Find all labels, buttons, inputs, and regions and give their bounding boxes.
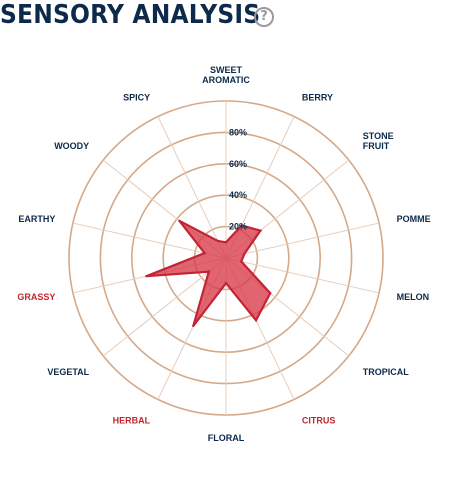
radar-axis-labels: SWEET AROMATIC BERRY STONE FRUIT POMME MELON TR…	[17, 65, 430, 443]
data-point-stone-fruit	[259, 229, 262, 232]
data-point-grassy	[145, 275, 148, 278]
page-title: SENSORY ANALYSIS	[0, 0, 261, 30]
axis-label-herbal: HERBAL	[113, 416, 151, 426]
axis-label-berry: BERRY	[302, 92, 333, 102]
axis-label-grassy: GRASSY	[17, 292, 55, 302]
axis-label-earthy: EARTHY	[18, 214, 55, 224]
axis-label-vegetal: VEGETAL	[47, 367, 89, 377]
axis-label-citrus: CITRUS	[302, 416, 336, 426]
tick-label-40: 40%	[229, 190, 247, 200]
series-area	[145, 219, 272, 327]
spoke	[72, 222, 227, 259]
spoke	[157, 116, 227, 259]
axis-label-tropical: TROPICAL	[363, 367, 410, 377]
axis-label-stone-fruit: STONE FRUIT	[363, 131, 394, 151]
data-point-vegetal	[207, 270, 210, 273]
data-point-citrus	[254, 319, 258, 322]
radar-tick-labels: 20% 40% 60% 80%	[229, 127, 247, 231]
radar-series	[145, 219, 272, 328]
axis-label-spicy: SPICY	[123, 92, 150, 102]
tick-label-80: 80%	[229, 127, 247, 137]
data-point-herbal	[192, 324, 195, 328]
data-point-sweet-aromatic	[224, 241, 228, 244]
data-point-woody	[178, 219, 181, 222]
data-point-melon	[240, 260, 243, 263]
axis-label-floral: FLORAL	[208, 433, 245, 443]
data-point-spicy	[216, 239, 219, 243]
data-point-floral	[224, 281, 228, 285]
spoke	[225, 257, 380, 294]
tick-label-20: 20%	[229, 222, 247, 232]
spoke	[225, 222, 380, 259]
axis-label-woody: WOODY	[54, 141, 89, 151]
help-icon[interactable]: ?	[254, 7, 274, 27]
data-point-berry	[240, 224, 243, 227]
header: SENSORY ANALYSIS ?	[0, 0, 451, 36]
tick-label-60: 60%	[229, 159, 247, 169]
axis-label-sweet-aromatic: SWEET AROMATIC	[202, 65, 250, 85]
data-point-pomme	[243, 252, 246, 255]
data-point-tropical	[269, 292, 272, 295]
axis-label-melon: MELON	[397, 292, 430, 302]
spoke	[102, 257, 227, 357]
data-point-earthy	[203, 251, 206, 255]
axis-label-pomme: POMME	[397, 214, 431, 224]
